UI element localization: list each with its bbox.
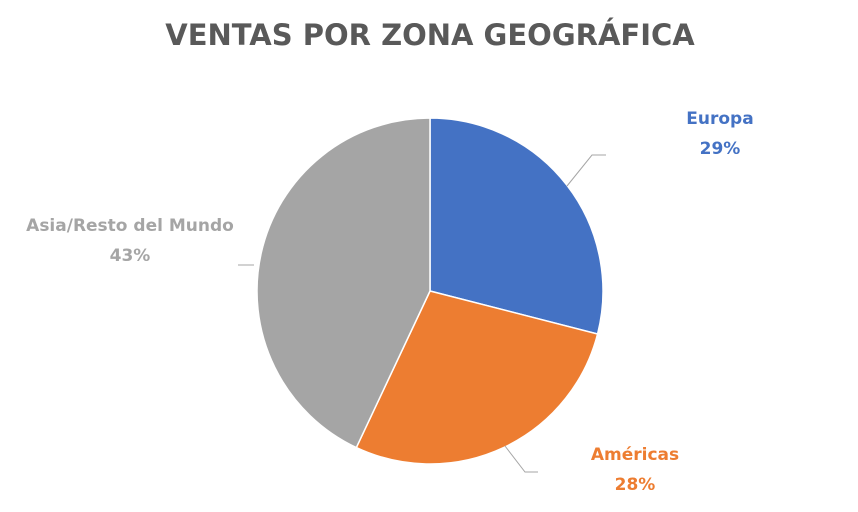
pie-slice: [429, 117, 604, 335]
slice-value-label: 43%: [110, 246, 151, 266]
slice-value-label: 28%: [615, 475, 656, 495]
chart-title: VENTAS POR ZONA GEOGRÁFICA: [165, 18, 695, 52]
pie-slice: [355, 290, 599, 465]
leader-line: [504, 445, 538, 473]
pie-slice: [256, 117, 431, 449]
slice-label: Asia/Resto del Mundo: [26, 216, 234, 236]
slice-label: Américas: [591, 445, 679, 465]
slice-value-label: 29%: [700, 139, 741, 159]
leader-line: [566, 154, 606, 187]
slice-label: Europa: [686, 109, 753, 129]
